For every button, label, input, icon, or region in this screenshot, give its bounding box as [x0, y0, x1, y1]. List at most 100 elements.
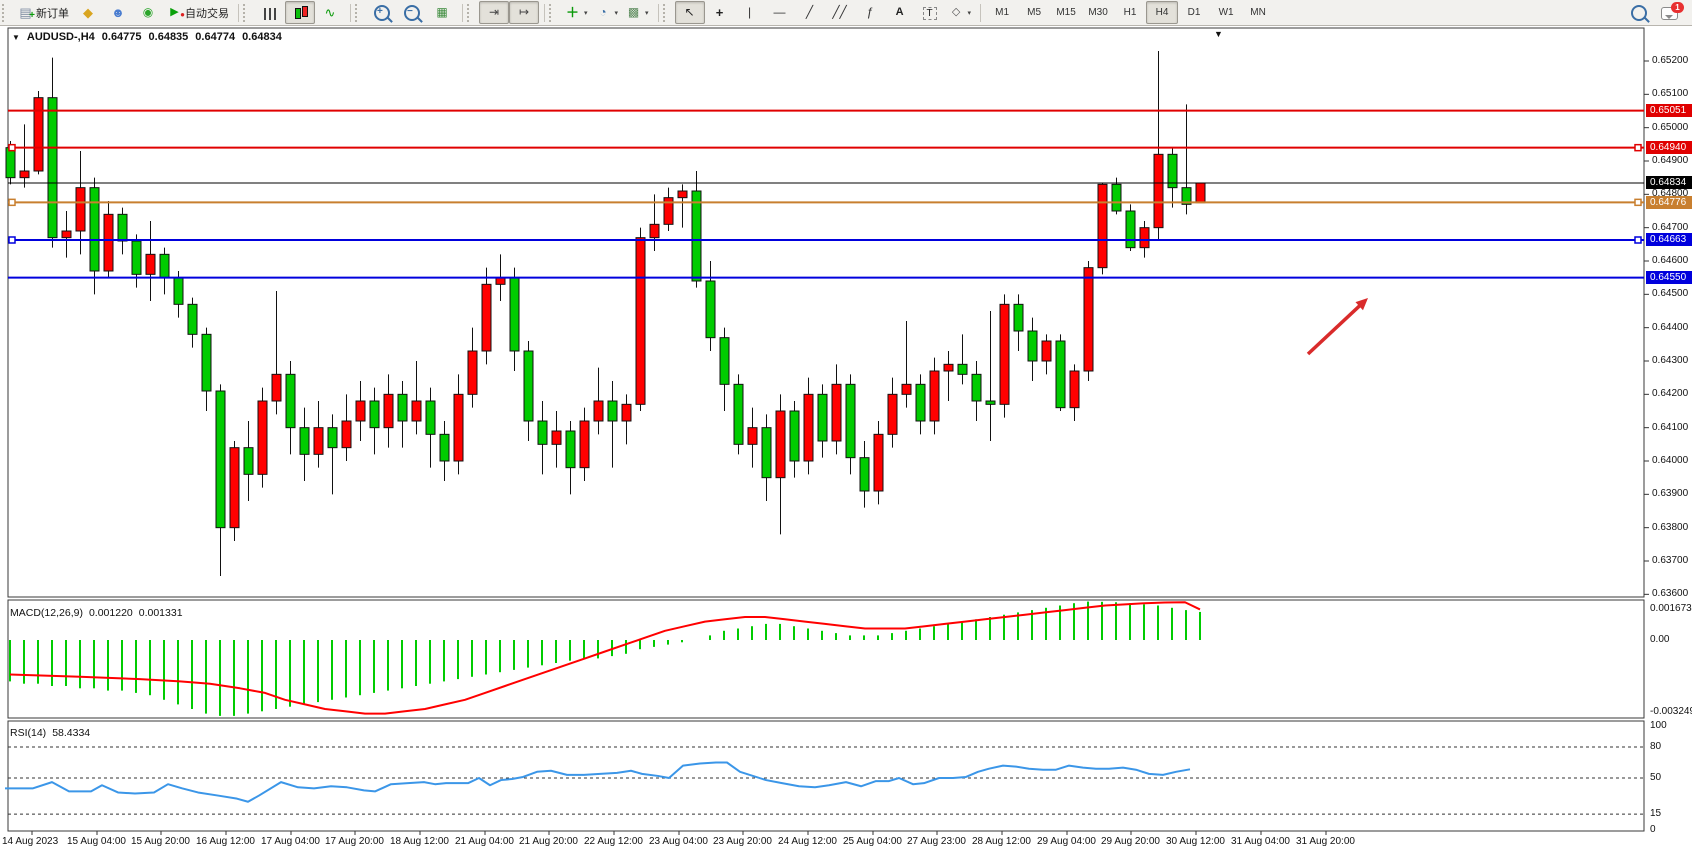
- rsi-name: RSI(14): [10, 727, 47, 739]
- pane-borders: [7, 27, 1645, 832]
- person-icon: ☻: [111, 5, 125, 20]
- doc-plus-icon: ▤: [18, 5, 35, 23]
- chat-icon[interactable]: 1: [1661, 2, 1684, 20]
- macd-indicator-label: MACD(12,26,9) 0.001220 0.001331: [10, 607, 183, 619]
- ohlc-high: 0.64835: [148, 31, 189, 43]
- price-tick-label: 0.63900: [1652, 488, 1689, 500]
- toolbar-grip[interactable]: [467, 3, 474, 22]
- hline-button[interactable]: —: [765, 1, 795, 24]
- cursor-button[interactable]: ↖: [674, 1, 705, 24]
- candlestick-button[interactable]: [285, 1, 315, 24]
- signal-icon: ◉: [142, 5, 154, 19]
- shapes-button[interactable]: ◇ ▾: [945, 1, 976, 24]
- indicators-button[interactable]: ＋ ▾: [561, 1, 592, 24]
- trendline-button[interactable]: ╱: [795, 1, 825, 24]
- toolbar-right: 1: [1631, 2, 1692, 21]
- search-icon[interactable]: [1631, 5, 1647, 21]
- label-button[interactable]: T: [915, 1, 945, 24]
- clock-icon: ◔: [599, 5, 607, 19]
- rsi-indicator-label: RSI(14) 58.4334: [10, 727, 90, 739]
- time-axis-label: 29 Aug 04:00: [1037, 836, 1096, 847]
- level-price-badge: 0.64776: [1646, 195, 1692, 209]
- new-order-button[interactable]: ▤新订单: [14, 1, 73, 24]
- price-tick-label: 0.63700: [1652, 554, 1689, 566]
- level-price-badge: 0.64663: [1646, 233, 1692, 247]
- chevron-down-icon[interactable]: ▾: [614, 9, 619, 17]
- timeframe-m1-button[interactable]: M1: [995, 7, 1010, 18]
- chart-canvas[interactable]: [0, 26, 1692, 855]
- timeframe-mn-button[interactable]: MN: [1250, 7, 1266, 18]
- time-axis-label: 29 Aug 20:00: [1101, 836, 1160, 847]
- candlestick-series[interactable]: [5, 51, 1206, 576]
- chart-window[interactable]: ▼ AUDUSD-,H4 0.64775 0.64835 0.64774 0.6…: [0, 26, 1692, 855]
- time-axis-label: 27 Aug 23:00: [907, 836, 966, 847]
- bars-icon: [263, 7, 277, 20]
- toolbar-grip[interactable]: [243, 3, 250, 22]
- chart-symbol-period: AUDUSD-,H4: [26, 31, 95, 43]
- trend-icon: ╱: [805, 5, 814, 19]
- bucket-icon: ◆: [83, 5, 93, 20]
- timeframe-m30-button[interactable]: M30: [1088, 7, 1108, 18]
- vline-button[interactable]: |: [735, 1, 765, 24]
- rsi-axis-label: 100: [1650, 720, 1667, 732]
- channel-button[interactable]: ╱╱: [825, 1, 855, 24]
- label-icon: T: [922, 6, 937, 20]
- text-button[interactable]: A: [885, 1, 915, 24]
- zoom-out-button[interactable]: [397, 1, 427, 24]
- auto-scroll-button[interactable]: ⇥: [479, 1, 509, 24]
- toolbar: ▤新订单◆☻◉▶自动交易∿▦⇥↦＋▾◔▾▩▾↖+|—╱╱╱ƒAT◇▾M1M5M1…: [0, 0, 1692, 26]
- toolbar-group-timeframes: M1 M5 M15 M30 H1 H4 D1 W1 MN: [983, 1, 1277, 25]
- time-axis-label: 23 Aug 04:00: [649, 836, 708, 847]
- ohlc-low: 0.64774: [195, 31, 236, 43]
- zoom-in-button[interactable]: [367, 1, 397, 24]
- timeframe-m5-button[interactable]: M5: [1027, 7, 1042, 18]
- autotrading-button-label: 自动交易: [185, 7, 229, 20]
- fibonacci-button[interactable]: ƒ: [855, 1, 885, 24]
- axis-ticks: [31, 60, 1649, 835]
- autotrading-button[interactable]: ▶自动交易: [163, 1, 233, 24]
- community-button[interactable]: ☻: [103, 1, 133, 24]
- chart-shift-button[interactable]: ↦: [509, 1, 539, 24]
- vline-icon: |: [747, 5, 752, 19]
- toolbar-grip[interactable]: [2, 3, 9, 22]
- signals-button[interactable]: ◉: [133, 1, 163, 24]
- toolbar-grip[interactable]: [355, 3, 362, 22]
- styler-button[interactable]: ◆: [73, 1, 103, 24]
- toolbar-group-trade: ▤新订单 ◆ ☻ ◉ ▶自动交易: [11, 1, 236, 25]
- macd-panel[interactable]: [9, 601, 1201, 716]
- crosshair-button[interactable]: +: [705, 1, 735, 24]
- toolbar-separator: [238, 3, 239, 22]
- time-axis-label: 28 Aug 12:00: [972, 836, 1031, 847]
- chevron-down-icon[interactable]: ▾: [645, 9, 649, 17]
- toolbar-separator: [657, 3, 659, 22]
- time-axis-label: 22 Aug 12:00: [584, 836, 643, 847]
- timeframe-h1-button[interactable]: H1: [1123, 7, 1137, 18]
- price-tick-label: 0.65000: [1652, 121, 1689, 133]
- chart-menu-caret-icon[interactable]: ▼: [1214, 29, 1223, 39]
- periods-button[interactable]: ◔ ▾: [592, 1, 623, 24]
- toolbar-group-objects: ＋ ▾ ◔ ▾ ▩ ▾: [558, 1, 656, 25]
- rsi-axis-label: 0: [1650, 823, 1656, 835]
- time-axis-label: 23 Aug 20:00: [713, 836, 772, 847]
- toolbar-grip[interactable]: [549, 3, 556, 22]
- rsi-axis-label: 15: [1650, 808, 1662, 820]
- timeframe-h4-button[interactable]: H4: [1146, 1, 1179, 24]
- chevron-down-icon[interactable]: ▾: [584, 9, 588, 17]
- timeframe-d1-button[interactable]: D1: [1187, 7, 1201, 18]
- line-chart-button[interactable]: ∿: [315, 1, 345, 24]
- timeframe-w1-button[interactable]: W1: [1218, 7, 1234, 18]
- rsi-axis-label: 80: [1650, 741, 1662, 752]
- time-axis-label: 21 Aug 20:00: [519, 836, 578, 847]
- toolbar-grip[interactable]: [662, 3, 670, 22]
- chevron-down-icon[interactable]: ▾: [967, 9, 972, 17]
- bar-chart-button[interactable]: [255, 1, 285, 24]
- tile-windows-button[interactable]: ▦: [427, 1, 457, 24]
- arrow-annotation[interactable]: [1306, 298, 1368, 356]
- horizontal-level-lines[interactable]: [8, 109, 1644, 279]
- templates-button[interactable]: ▩ ▾: [622, 1, 653, 24]
- rsi-panel[interactable]: [5, 746, 1644, 815]
- macd-signal-value: 0.001331: [138, 607, 183, 619]
- timeframe-m15-button[interactable]: M15: [1056, 7, 1076, 18]
- symbol-dropdown-icon[interactable]: ▼: [12, 32, 20, 42]
